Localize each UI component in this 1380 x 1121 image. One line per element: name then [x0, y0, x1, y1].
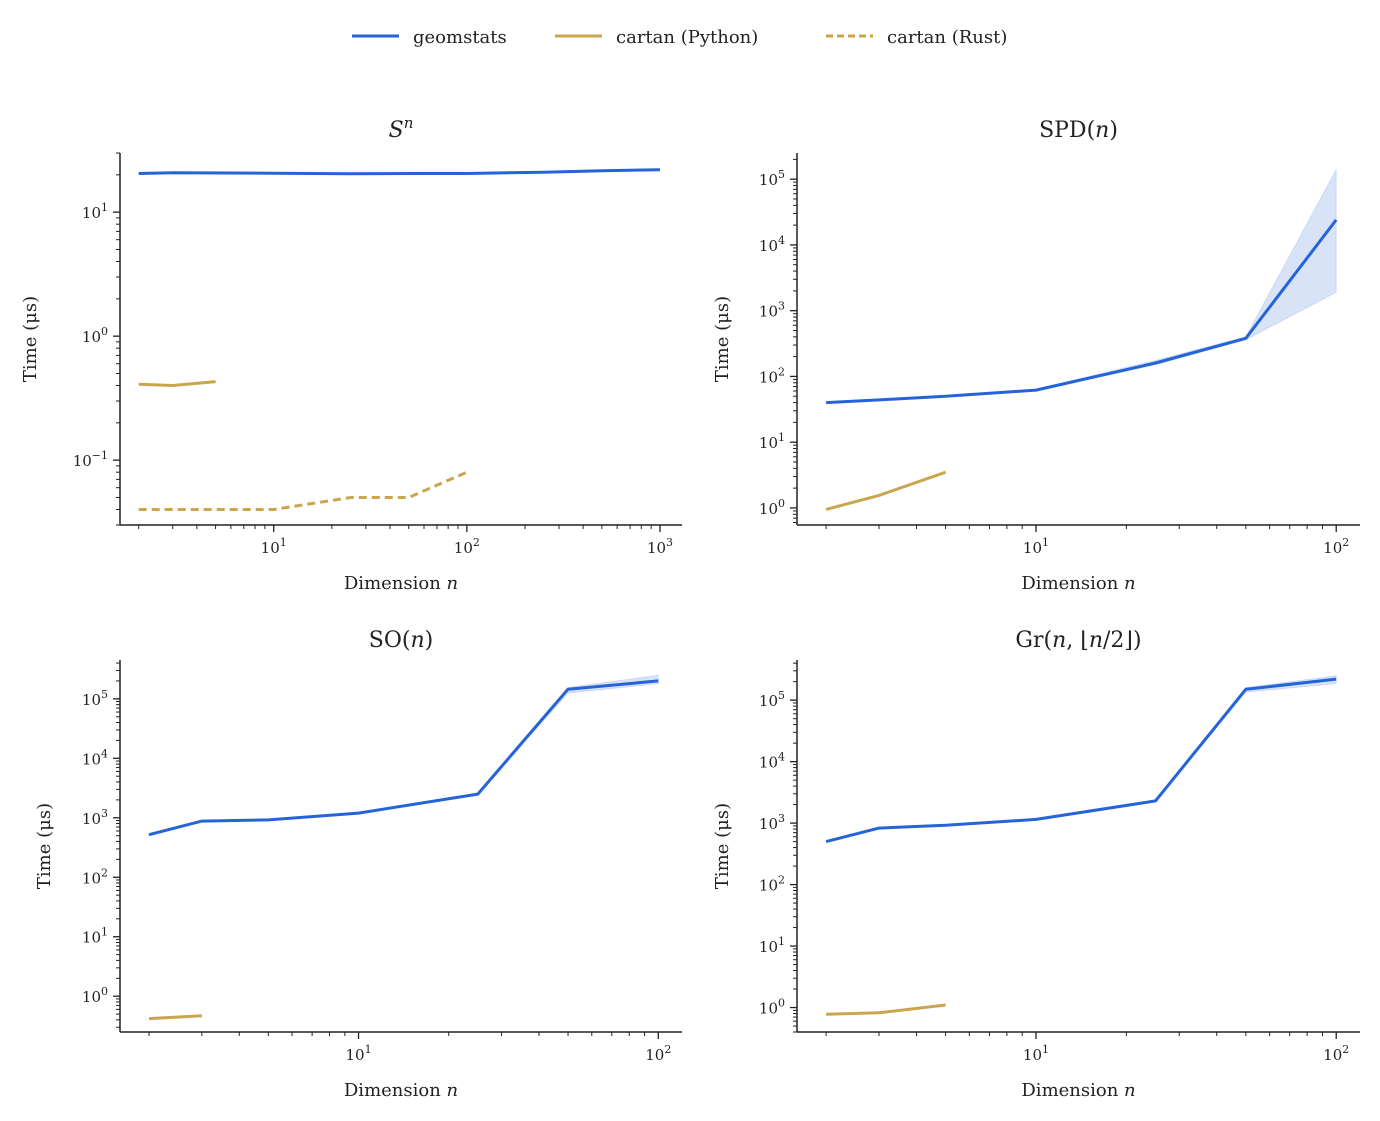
legend-label-cartan_rust: cartan (Rust) [887, 27, 1007, 48]
series-cartan_py [148, 1014, 202, 1021]
y-axis-label: Time (μs) [712, 296, 733, 382]
x-axis-label: Dimension n [1021, 1080, 1135, 1101]
series-geomstats [825, 675, 1337, 844]
chart-panel-1: Sn 101 102 103 10−1 100 101 Dimension n Time (μs… [20, 114, 682, 594]
series-line-geomstats [148, 679, 659, 837]
series-cartan_py [826, 1003, 946, 1016]
x-axis-label: Dimension n [1021, 573, 1135, 594]
panels: Sn 101 102 103 10−1 100 101 Dimension n Time (μs… [20, 114, 1360, 1101]
series-line-geomstats [138, 168, 661, 176]
y-tick-label: 100 [759, 997, 785, 1018]
y-tick-label: 10−1 [73, 449, 108, 470]
y-tick-label: 105 [759, 689, 785, 710]
legend-entry-cartan_rust: cartan (Rust) [826, 27, 1007, 48]
y-tick-label: 100 [82, 325, 108, 346]
legend-entry-geomstats: geomstats [352, 27, 507, 48]
x-axis-label: Dimension n [344, 1080, 458, 1101]
series-cartan_py [138, 380, 216, 387]
x-tick-label: 101 [1023, 536, 1049, 557]
chart-panel-3: SO(n) 101 102 100 101 102 103 104 105 Dimension n… [34, 628, 682, 1101]
x-tick-label: 102 [1323, 1043, 1349, 1064]
panel-title: Sn [389, 114, 414, 143]
chart-panel-2: SPD(n) 101 102 100 101 102 103 104 105 Dimension … [712, 118, 1360, 594]
y-tick-label: 105 [759, 168, 785, 189]
series-geomstats [148, 674, 659, 837]
x-tick-label: 102 [645, 1043, 671, 1064]
y-axis-label: Time (μs) [34, 803, 55, 889]
series-line-geomstats [826, 218, 1338, 405]
legend-label-cartan_py: cartan (Python) [616, 27, 758, 48]
series-band-geomstats [825, 169, 1337, 404]
x-tick-label: 101 [261, 536, 287, 557]
legend-entry-cartan_py: cartan (Python) [555, 27, 758, 48]
series-geomstats [825, 169, 1338, 405]
panel-title: SO(n) [369, 628, 433, 653]
series-line-geomstats [825, 677, 1337, 844]
legend: geomstats cartan (Python) cartan (Rust) [352, 27, 1007, 48]
y-tick-label: 105 [82, 688, 108, 709]
y-tick-label: 104 [759, 234, 785, 255]
minor-ticks [793, 158, 1323, 529]
y-tick-label: 103 [759, 812, 785, 833]
y-tick-label: 102 [759, 365, 785, 386]
y-tick-label: 101 [82, 201, 108, 222]
panel-title: Gr(n, ⌊n/2⌋) [1015, 628, 1141, 653]
legend-label-geomstats: geomstats [413, 27, 507, 48]
x-tick-label: 102 [454, 536, 480, 557]
series-geomstats [138, 168, 661, 176]
panel-title: SPD(n) [1039, 118, 1118, 143]
y-tick-label: 103 [759, 300, 785, 321]
series-cartan_rust [138, 470, 468, 511]
y-tick-label: 100 [82, 985, 108, 1006]
y-tick-label: 101 [759, 935, 785, 956]
y-tick-label: 103 [82, 807, 108, 828]
chart-panel-4: Gr(n, ⌊n/2⌋) 101 102 100 101 102 103 104 105 Dime… [712, 628, 1360, 1101]
y-tick-label: 104 [82, 747, 108, 768]
y-tick-label: 100 [759, 497, 785, 518]
x-tick-label: 103 [647, 536, 673, 557]
series-line-cartan_py [825, 470, 947, 511]
x-axis-label: Dimension n [344, 573, 458, 594]
series-line-cartan_py [138, 380, 216, 387]
y-axis-label: Time (μs) [712, 803, 733, 889]
series-band-geomstats [148, 674, 659, 836]
series-line-cartan_py [148, 1014, 202, 1021]
minor-ticks [116, 662, 646, 1036]
y-tick-label: 101 [759, 431, 785, 452]
y-tick-label: 102 [82, 866, 108, 887]
minor-ticks [793, 662, 1323, 1036]
series-band-geomstats [825, 675, 1337, 843]
y-tick-label: 101 [82, 926, 108, 947]
minor-ticks [116, 152, 652, 529]
x-tick-label: 102 [1323, 536, 1349, 557]
y-tick-label: 104 [759, 751, 785, 772]
series-line-cartan_rust [138, 470, 468, 511]
series-line-cartan_py [826, 1003, 946, 1016]
x-tick-label: 101 [1023, 1043, 1049, 1064]
y-axis-label: Time (μs) [20, 296, 41, 382]
x-tick-label: 101 [345, 1043, 371, 1064]
series-cartan_py [825, 470, 947, 511]
y-tick-label: 102 [759, 874, 785, 895]
